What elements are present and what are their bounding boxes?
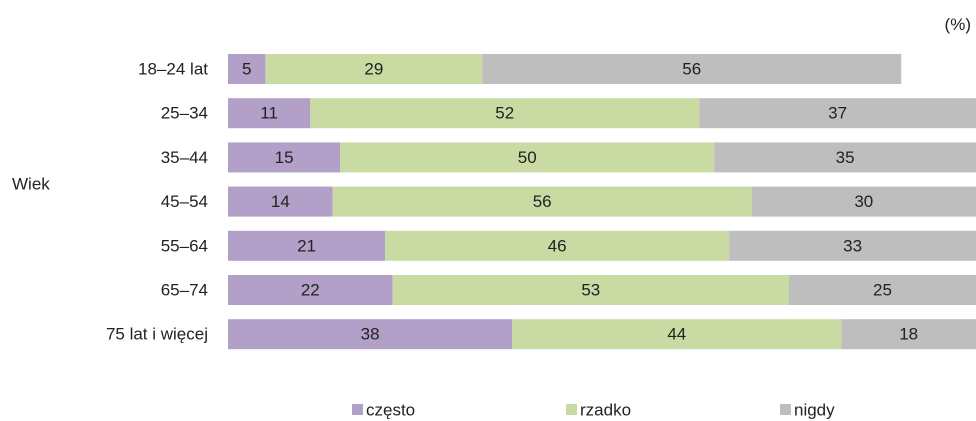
- data-label: 15: [275, 148, 294, 167]
- bar-segment: [392, 275, 789, 305]
- data-label: 11: [260, 104, 278, 123]
- bar-segment: [332, 186, 752, 217]
- bar-segment: [751, 186, 976, 217]
- legend-item: nigdy: [780, 401, 835, 420]
- data-label: 46: [548, 236, 567, 255]
- unit-label: (%): [945, 15, 971, 34]
- bar-segment: [310, 98, 700, 129]
- data-label: 29: [364, 60, 383, 79]
- bar-segment: [228, 275, 393, 305]
- bar-segment: [228, 319, 513, 350]
- bar-segment: [228, 186, 333, 217]
- data-label: 38: [361, 325, 380, 344]
- category-label: 65–74: [161, 281, 208, 300]
- category-label: 18–24 lat: [138, 60, 208, 79]
- data-label: 53: [581, 281, 600, 300]
- data-label: 52: [495, 104, 514, 123]
- data-label: 30: [854, 192, 873, 211]
- legend-item: często: [352, 401, 415, 420]
- category-label: 75 lat i więcej: [106, 325, 208, 344]
- data-label: 33: [843, 236, 862, 255]
- bar-segment: [265, 54, 483, 84]
- category-label: 55–64: [161, 236, 208, 255]
- legend-swatch: [780, 404, 791, 415]
- data-label: 56: [682, 60, 701, 79]
- category-label: 45–54: [161, 192, 208, 211]
- legend-label: rzadko: [580, 401, 631, 420]
- bar-segment: [699, 98, 976, 129]
- bar-segment: [714, 142, 976, 173]
- bar-segment: [228, 142, 341, 173]
- bar-segment: [512, 319, 842, 350]
- bar-segment: [729, 230, 976, 261]
- legend-swatch: [566, 404, 577, 415]
- data-label: 56: [533, 192, 552, 211]
- data-label: 35: [836, 148, 855, 167]
- legend-label: nigdy: [794, 401, 835, 420]
- legend-item: rzadko: [566, 401, 631, 420]
- data-label: 44: [667, 325, 686, 344]
- bar-segment: [228, 54, 266, 84]
- category-label: 25–34: [161, 104, 208, 123]
- group-label: Wiek: [12, 175, 50, 194]
- bar-segment: [228, 98, 311, 129]
- bar-segment: [340, 142, 715, 173]
- legend-label: często: [366, 401, 415, 420]
- legend: często rzadko nigdy: [352, 401, 835, 420]
- data-label: 50: [518, 148, 537, 167]
- bar-segment: [789, 275, 976, 305]
- data-label: 18: [899, 325, 918, 344]
- data-label: 22: [301, 281, 320, 300]
- category-label: 35–44: [161, 148, 208, 167]
- data-label: 21: [297, 236, 316, 255]
- bar-segment: [841, 319, 976, 350]
- data-label: 14: [271, 192, 290, 211]
- data-label: 5: [242, 60, 251, 79]
- bar-segment: [228, 230, 386, 261]
- data-label: 25: [873, 281, 892, 300]
- legend-swatch: [352, 404, 363, 415]
- bars-group: 18–24 lat 5 29 56 25–34 11 52 37 35–44 15 50 35 45–5…: [106, 54, 976, 350]
- data-label: 37: [828, 104, 847, 123]
- bar-segment: [482, 54, 902, 84]
- bar-segment: [385, 230, 730, 261]
